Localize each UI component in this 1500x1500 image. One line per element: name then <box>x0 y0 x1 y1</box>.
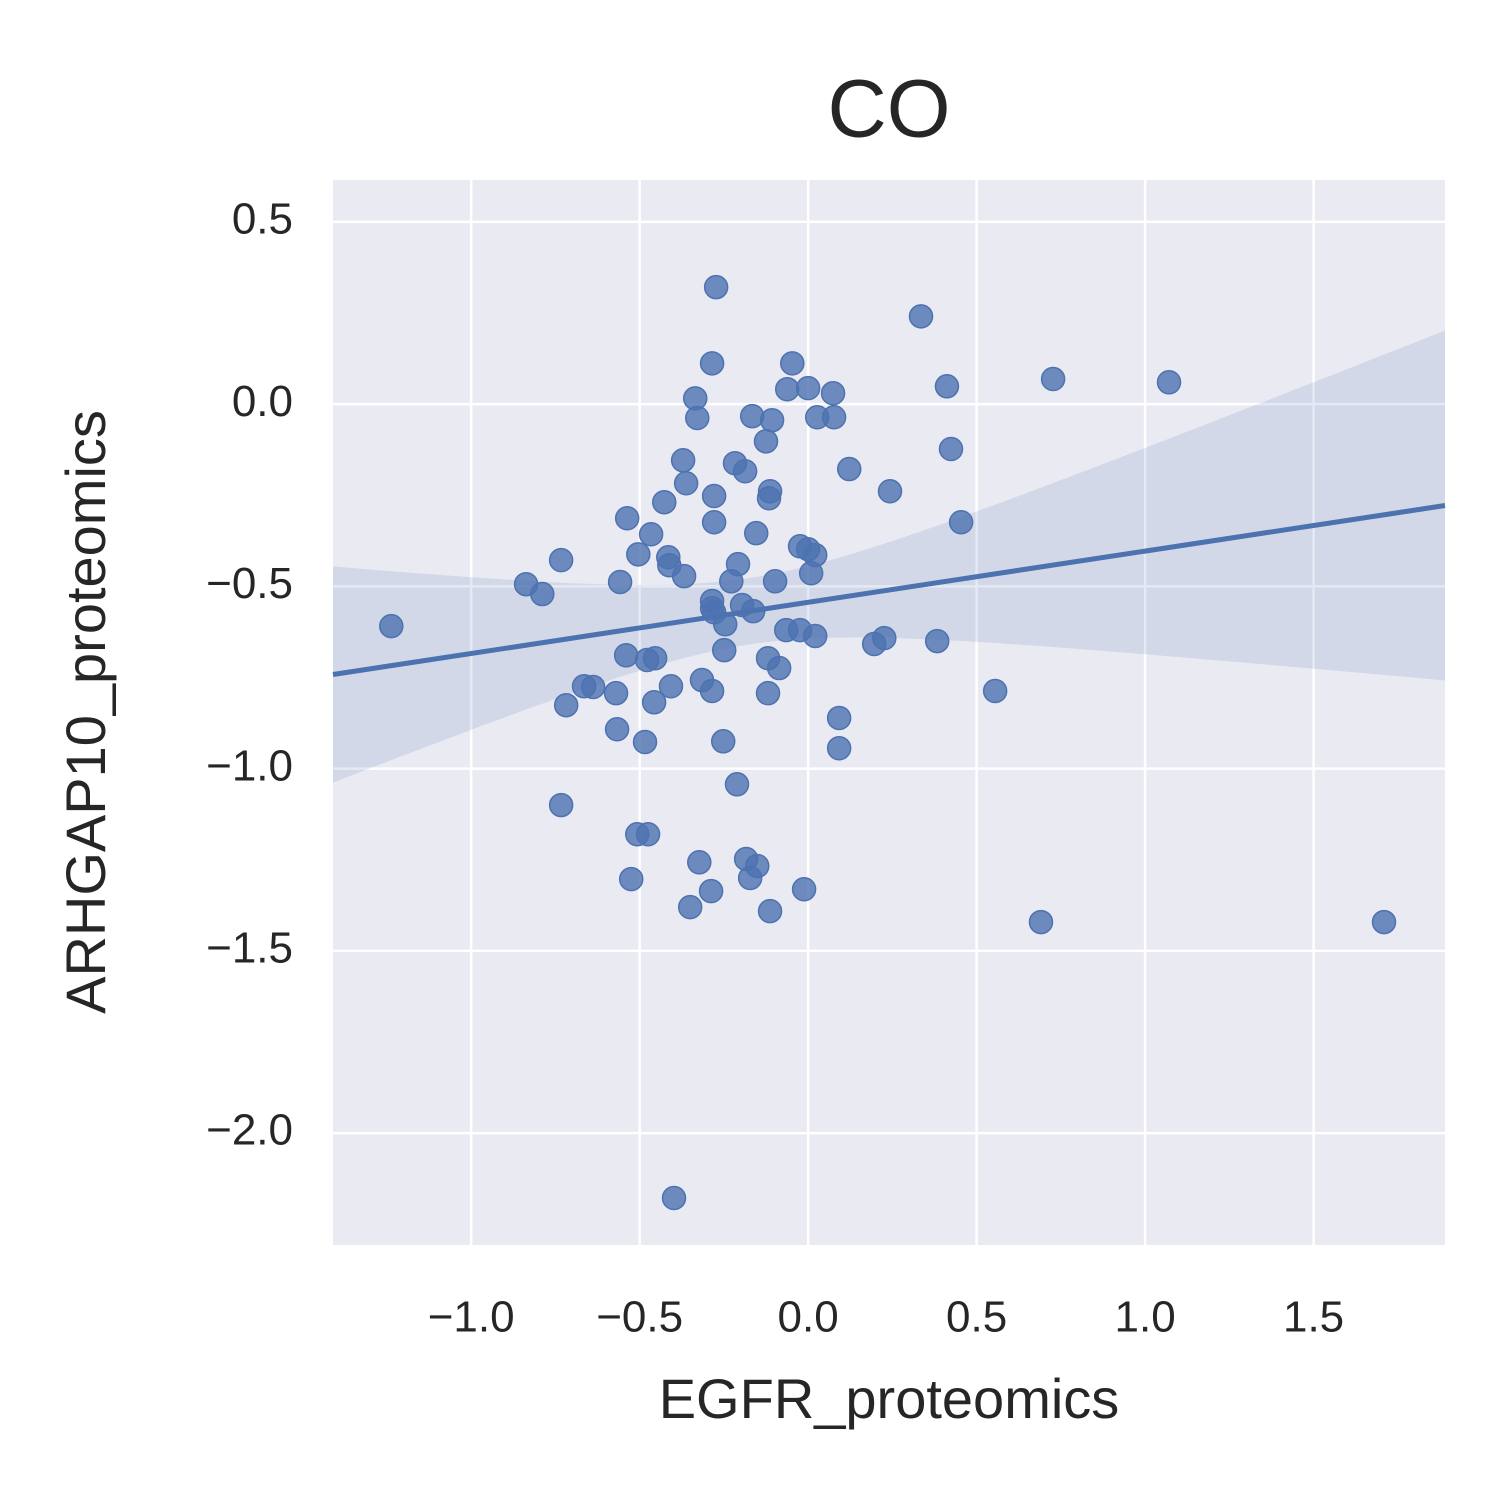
point <box>553 692 579 718</box>
point <box>766 655 792 681</box>
x-tick-label: −0.5 <box>596 1293 683 1342</box>
point <box>1371 909 1397 935</box>
point <box>1156 370 1182 395</box>
point <box>743 520 769 546</box>
point <box>641 690 667 715</box>
point <box>634 647 660 673</box>
point <box>626 542 651 567</box>
point <box>614 505 640 531</box>
x-tick-label: 0.0 <box>778 1293 839 1342</box>
point <box>635 821 661 847</box>
regression-line <box>332 503 1446 677</box>
point <box>658 674 684 699</box>
point <box>732 458 758 484</box>
point <box>719 569 744 594</box>
point <box>580 674 606 700</box>
point <box>711 637 737 663</box>
point <box>795 375 821 401</box>
point <box>701 509 727 535</box>
point <box>548 547 574 573</box>
point <box>703 274 729 300</box>
point <box>826 705 852 731</box>
y-tick-label: 0.5 <box>232 195 293 244</box>
point <box>670 448 696 473</box>
point <box>661 1185 687 1211</box>
point <box>737 865 763 891</box>
point <box>908 304 934 329</box>
point <box>780 351 805 376</box>
point <box>613 643 639 668</box>
point <box>632 729 658 755</box>
point <box>379 613 404 639</box>
point <box>724 772 750 797</box>
y-tick-label: 0.0 <box>232 377 293 426</box>
y-tick-label: −2.0 <box>206 1106 293 1155</box>
point <box>698 878 724 904</box>
point <box>836 456 862 482</box>
point <box>938 436 964 462</box>
point <box>699 351 725 376</box>
point <box>755 680 781 706</box>
point <box>677 894 703 920</box>
point <box>757 898 783 924</box>
plot-background <box>333 180 1445 1245</box>
point <box>924 628 950 654</box>
point <box>826 735 852 761</box>
point <box>774 376 800 402</box>
point <box>948 509 974 535</box>
y-tick-label: −1.5 <box>206 923 293 972</box>
point <box>530 581 555 607</box>
point <box>1040 366 1066 392</box>
x-tick-label: −1.0 <box>428 1293 515 1342</box>
point <box>753 429 779 454</box>
confidence-band <box>333 330 1445 783</box>
point <box>877 479 903 504</box>
x-axis-label: EGFR_proteomics <box>659 1367 1120 1430</box>
point <box>710 729 736 754</box>
chart-title: CO <box>828 64 951 155</box>
point <box>671 563 697 589</box>
point <box>1028 909 1054 935</box>
point <box>638 522 664 547</box>
point <box>618 866 644 892</box>
point <box>762 569 788 594</box>
point <box>651 489 677 515</box>
point <box>982 678 1008 704</box>
y-tick-label: −1.0 <box>206 741 293 790</box>
y-tick-label: −0.5 <box>206 559 293 608</box>
point <box>934 374 960 399</box>
y-axis-label: ARHGAP10_proteomics <box>54 410 117 1014</box>
point <box>673 470 699 496</box>
point <box>791 877 817 902</box>
point <box>821 405 847 430</box>
x-tick-label: 1.0 <box>1115 1293 1176 1342</box>
point <box>687 850 712 875</box>
point <box>798 561 824 586</box>
x-tick-label: 0.5 <box>946 1293 1007 1342</box>
point <box>756 485 782 511</box>
point <box>861 631 887 657</box>
point <box>739 403 765 429</box>
point <box>699 678 725 704</box>
point <box>548 792 574 818</box>
point <box>759 407 785 433</box>
point <box>607 569 633 595</box>
point <box>802 623 828 649</box>
x-tick-label: 1.5 <box>1283 1293 1344 1342</box>
point <box>820 380 846 406</box>
point <box>701 483 727 509</box>
point <box>685 405 710 431</box>
point <box>603 680 629 706</box>
point <box>604 717 630 742</box>
